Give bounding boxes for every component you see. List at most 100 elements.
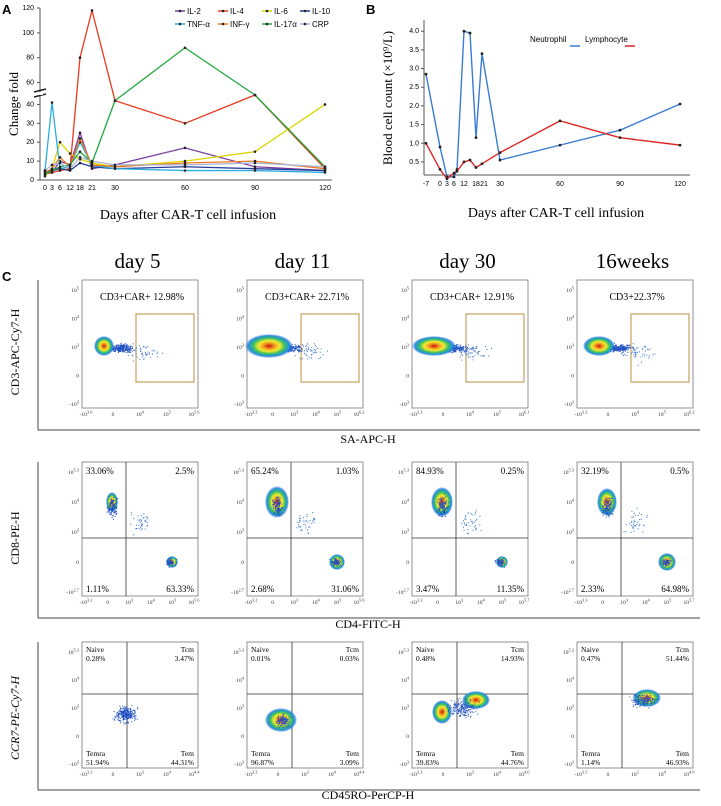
svg-text:0: 0 [241, 560, 244, 566]
quad-ur: 14.93% [501, 654, 524, 663]
row1-ylabel: CD3-APC-Cy7-H [8, 308, 22, 395]
gate-box [630, 313, 690, 383]
svg-text:104: 104 [631, 410, 640, 419]
quad-ll-name: Temra [581, 749, 601, 758]
quad-ll: 1.14% [581, 758, 600, 767]
svg-text:0: 0 [406, 560, 409, 566]
svg-text:105: 105 [566, 286, 575, 295]
panel-a-ytick: 10 [26, 158, 34, 165]
panel-a-legend-item: TNF-α [175, 20, 210, 29]
svg-text:-103.6: -103.6 [80, 410, 94, 419]
svg-text:103: 103 [236, 528, 245, 537]
panel-b-point [455, 169, 459, 173]
quad-ll-name: Temra [86, 749, 106, 758]
quad-ur: 1.03% [336, 466, 360, 476]
flow-plot: 105.3 104 103 0 -103-103.5 0 103 104 104.9 Naive0… [563, 641, 695, 778]
panel-a-xtick: 6 [58, 185, 62, 192]
panel-a-point [58, 165, 62, 169]
quad-ul-name: Naive [416, 645, 435, 654]
svg-text:-103.3: -103.3 [575, 410, 589, 419]
svg-text:-103.3: -103.3 [575, 598, 589, 607]
panel-a-point [183, 163, 187, 167]
quad-ul: 84.93% [416, 466, 444, 476]
panel-b-ytick: 1.5 [409, 122, 419, 129]
panel-a-point [50, 169, 54, 172]
panel-a-xtick: 3 [50, 185, 54, 192]
svg-text:-103: -103 [399, 400, 409, 409]
panel-a-point [323, 167, 327, 170]
svg-text:105.6: 105.6 [189, 598, 201, 607]
svg-text:105.7: 105.7 [684, 598, 696, 607]
panel-b-series-lymphocyte [424, 119, 682, 181]
svg-text:103: 103 [401, 704, 410, 713]
svg-text:-103.2: -103.2 [245, 598, 258, 607]
svg-text:105: 105 [71, 286, 80, 295]
quad-lr: 63.33% [166, 584, 194, 594]
svg-text:105.3: 105.3 [398, 648, 410, 657]
svg-text:106.2: 106.2 [684, 410, 695, 419]
svg-text:0: 0 [106, 600, 109, 606]
quad-lr-name: Tem [346, 749, 359, 758]
panel-a-label: A [2, 2, 12, 17]
panel-b-chart: 0.5 1.0 1.5 2.0 2.5 3.0 3.5 4.0 -7 0 3 6 12 18 21 30 60… [380, 20, 690, 221]
gate-label: CD3+CAR+ 12.98% [100, 292, 184, 303]
panel-a-series-crp [43, 156, 327, 172]
quad-ul-name: Naive [251, 645, 270, 654]
panel-b-point [474, 136, 478, 140]
svg-text:104: 104 [71, 676, 80, 685]
panel-b-point [498, 158, 502, 162]
svg-text:0: 0 [271, 600, 274, 606]
panel-b-ytick: 3.0 [409, 66, 419, 73]
svg-text:104: 104 [236, 676, 245, 685]
quad-ul: 65.24% [251, 466, 279, 476]
panel-b-label: B [366, 2, 375, 17]
svg-text:IL-17α: IL-17α [274, 20, 297, 29]
panel-a-ytick: 40 [26, 101, 34, 108]
svg-text:105: 105 [658, 410, 667, 419]
panel-c-label: C [2, 269, 12, 284]
panel-a-point [253, 169, 257, 172]
svg-text:105.3: 105.3 [233, 648, 245, 657]
panel-a-xlabel: Days after CAR-T cell infusion [100, 208, 276, 223]
panel-a-point [90, 159, 94, 163]
row2-ylabel: CD8-PE-H [8, 511, 22, 565]
svg-text:0: 0 [112, 412, 115, 418]
quad-ll: 2.33% [581, 584, 605, 594]
svg-text:105.3: 105.3 [68, 648, 80, 657]
panel-a-point [183, 159, 187, 163]
gate-label: CD3+CAR+ 22.71% [265, 292, 349, 303]
density-blob [265, 486, 289, 518]
svg-text:104: 104 [477, 598, 486, 607]
svg-text:0: 0 [112, 772, 115, 778]
panel-b-xtick: 90 [616, 181, 624, 188]
panel-a-point [78, 131, 82, 135]
panel-b-point [452, 171, 456, 175]
quad-ul: 0.47% [581, 654, 600, 663]
panel-a-legend-item: INF-γ [218, 20, 250, 29]
panel-a-point [50, 163, 54, 167]
quad-ul: 0.28% [86, 654, 105, 663]
panel-a-point [68, 169, 72, 172]
panel-b-xlabel: Days after CAR-T cell infusion [468, 206, 644, 221]
svg-text:103: 103 [71, 704, 80, 713]
panel-b-point [462, 29, 466, 33]
svg-text:0: 0 [76, 560, 79, 566]
panel-a-point [113, 163, 117, 167]
panel-a-xtick: 21 [88, 185, 96, 192]
quad-lr: 3.09% [340, 758, 359, 767]
panel-b-point [480, 52, 484, 56]
panel-a-point [253, 150, 257, 153]
panel-a-ytick: 120 [22, 5, 34, 12]
panel-b-series-neutrophil [424, 29, 682, 179]
panel-b-point [618, 128, 622, 132]
svg-text:104: 104 [466, 410, 475, 419]
panel-a-ytick: 0 [30, 177, 34, 184]
quad-ll: 39.83% [416, 758, 439, 767]
panel-a-legend-item: IL-4 [218, 7, 244, 16]
svg-text:105: 105 [169, 598, 178, 607]
panel-b-point [558, 143, 562, 147]
panel-b-point [468, 158, 472, 162]
